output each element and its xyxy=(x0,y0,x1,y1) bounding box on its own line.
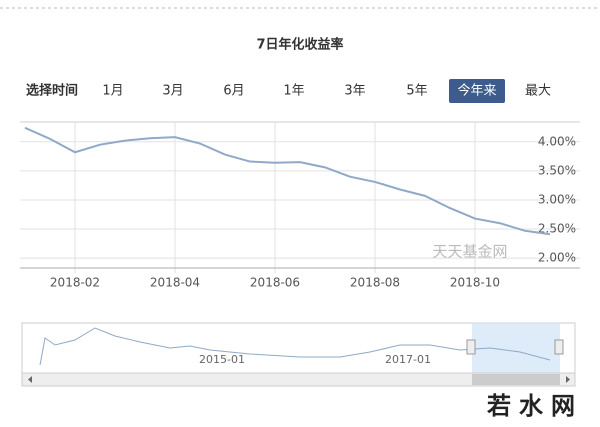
plot xyxy=(24,126,551,236)
y-tick-label: 2.00% xyxy=(538,251,576,265)
navigator-line xyxy=(39,327,551,366)
range-button-active[interactable] xyxy=(449,79,505,103)
navigator-label: 2017-01 xyxy=(385,353,431,366)
y-tick-label: 2.50% xyxy=(538,222,576,236)
x-tick-label: 2018-04 xyxy=(150,276,200,290)
scroll-right[interactable] xyxy=(566,376,570,383)
range-button[interactable]: 5年 xyxy=(406,84,427,99)
range-button[interactable]: 6月 xyxy=(223,84,244,99)
navigator-handle[interactable] xyxy=(466,339,476,355)
x-tick-label: 2018-10 xyxy=(450,276,500,290)
range-buttons: 1月 3月 6月 1年 3年 5年 今年来 最大 xyxy=(102,79,551,103)
y-tick-label: 3.00% xyxy=(538,192,576,206)
y-tick-label: 3.50% xyxy=(538,163,576,177)
line xyxy=(24,126,551,236)
scrollbar-thumb[interactable] xyxy=(472,374,560,385)
chart-title: 7日年化收益率 xyxy=(256,37,343,53)
range-button[interactable]: 3月 xyxy=(162,84,183,99)
y-tick-label: 4.00% xyxy=(538,134,576,148)
range-label: 选择时间 xyxy=(26,83,78,99)
range-button[interactable]: 今年来 xyxy=(457,83,496,99)
site-watermark: 若水网 xyxy=(486,392,583,420)
scroll-left[interactable] xyxy=(28,376,32,383)
range-button[interactable]: 1年 xyxy=(283,84,304,99)
navigator-handle[interactable] xyxy=(554,339,564,355)
range-button[interactable]: 1月 xyxy=(102,84,123,99)
watermark: 天天基金网 xyxy=(432,243,507,261)
x-tick-label: 2018-06 xyxy=(250,276,300,290)
scrollbar[interactable] xyxy=(21,372,576,387)
navigator: 2015-01 2017-01 xyxy=(21,322,576,387)
x-tick-label: 2018-02 xyxy=(50,276,100,290)
x-tick-label: 2018-08 xyxy=(350,276,400,290)
navigator-label: 2015-01 xyxy=(199,353,245,366)
range-button[interactable]: 最大 xyxy=(525,84,551,99)
range-button[interactable]: 3年 xyxy=(344,84,365,99)
